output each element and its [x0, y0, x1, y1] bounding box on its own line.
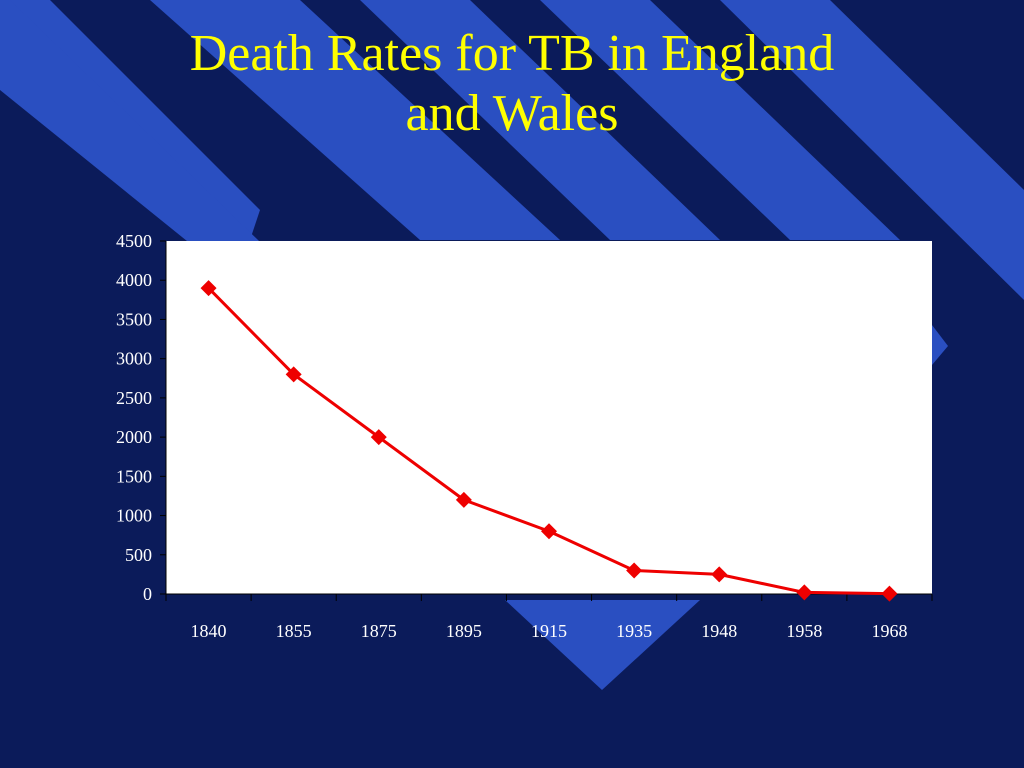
data-point-marker	[711, 566, 728, 583]
y-tick-label: 1000	[116, 506, 152, 526]
y-tick-label: 2500	[116, 388, 152, 408]
data-point-marker	[881, 585, 898, 602]
data-point-marker	[796, 584, 813, 601]
y-tick-label: 4000	[116, 270, 152, 290]
data-point-marker	[285, 366, 302, 383]
x-tick-label: 1895	[446, 621, 482, 641]
y-tick-label: 0	[143, 584, 152, 604]
x-tick-label: 1968	[871, 621, 907, 641]
data-point-marker	[541, 523, 557, 540]
x-tick-label: 1915	[531, 621, 567, 641]
y-tick-label: 3000	[116, 349, 152, 369]
data-point-marker	[200, 280, 217, 297]
slide-title-line-2: and Wales	[405, 85, 619, 142]
y-tick-label: 1500	[116, 466, 152, 486]
data-point-marker	[626, 562, 643, 579]
y-tick-label: 4500	[116, 231, 152, 251]
slide-title: Death Rates for TB in England and Wales	[0, 24, 1024, 144]
axes: 0 500 1000 1500 2000 2500 3000 3500 4000 4500 1840…	[116, 231, 933, 641]
y-tick-label: 3500	[116, 309, 152, 329]
series-layer	[200, 280, 898, 602]
x-tick-label: 1958	[786, 621, 822, 641]
x-tick-label: 1935	[616, 621, 652, 641]
slide-title-line-1: Death Rates for TB in England	[189, 25, 835, 82]
y-tick-label: 500	[125, 545, 152, 565]
data-point-marker	[370, 429, 387, 446]
x-tick-label: 1840	[191, 621, 227, 641]
x-tick-label: 1855	[276, 621, 312, 641]
plot-area	[166, 241, 932, 594]
y-tick-label: 2000	[116, 427, 152, 447]
x-tick-label: 1948	[701, 621, 737, 641]
data-point-marker	[455, 491, 472, 508]
x-tick-label: 1875	[361, 621, 397, 641]
